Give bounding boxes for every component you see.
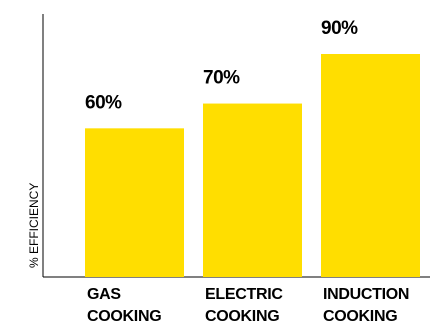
bars-group: 60% GAS COOKING 70% ELECTRIC COOKING 90% INDUCT…	[85, 18, 420, 325]
y-axis-label: % EFFICIENCY	[27, 183, 41, 268]
category-label-0-line-1: COOKING	[87, 308, 161, 325]
value-label-0: 60%	[85, 92, 122, 113]
category-label-0-line-0: GAS	[87, 286, 121, 303]
category-label-1-line-1: COOKING	[205, 308, 279, 325]
bar-0	[85, 128, 184, 277]
value-label-1: 70%	[203, 68, 240, 89]
value-label-2: 90%	[321, 18, 358, 39]
bar-2	[321, 54, 420, 277]
category-label-2-line-1: COOKING	[323, 308, 397, 325]
category-label-1-line-0: ELECTRIC	[205, 286, 283, 303]
category-label-2-line-0: INDUCTION	[323, 286, 409, 303]
bar-1	[203, 103, 302, 277]
